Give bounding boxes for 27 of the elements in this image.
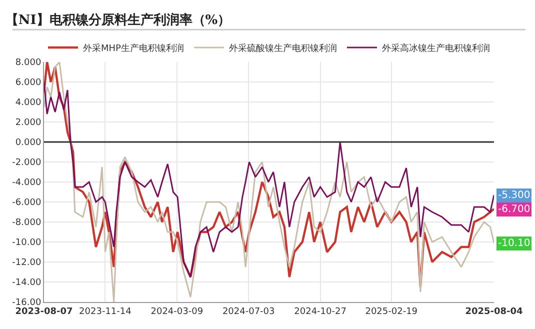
y-tick-label: 2.000	[15, 118, 42, 128]
legend-label: 外采高冰镍生产电积镍利润	[382, 43, 490, 54]
chart-title: 【NI】电积镍分原料生产利润率（%）	[5, 12, 231, 28]
y-tick-label: 6.000	[15, 78, 42, 88]
annotation: -6.700	[498, 204, 530, 215]
x-tick-label: 2024-07-03	[222, 306, 275, 317]
y-tick-label: 4.000	[15, 98, 42, 108]
y-tick-label: -10.00	[12, 238, 42, 248]
legend-label: 外采硫酸镍生产电积镍利润	[228, 43, 337, 54]
legend-label: 外采MHP生产电积镍利润	[83, 43, 184, 54]
annotation: -5.300	[498, 190, 530, 201]
y-tick-label: -2.000	[12, 158, 42, 168]
y-tick-label: -6.000	[12, 198, 42, 208]
y-tick-label: 8.000	[15, 58, 42, 68]
x-tick-label: 2025-08-04	[465, 306, 523, 317]
x-tick-label: 2024-10-27	[294, 306, 346, 317]
y-tick-label: -4.000	[12, 178, 42, 188]
y-tick-label: 0.000	[15, 138, 42, 148]
annotation: -10.10	[498, 238, 530, 249]
y-tick-label: -12.00	[12, 258, 42, 268]
y-tick-label: -8.000	[12, 218, 42, 228]
y-tick-label: -14.00	[12, 278, 42, 288]
x-tick-label: 2023-08-07	[15, 306, 73, 317]
x-tick-label: 2024-03-09	[150, 306, 204, 317]
y-tick-label: -16.00	[12, 298, 42, 308]
x-tick-label: 2023-11-14	[79, 306, 132, 317]
x-tick-label: 2025-02-19	[365, 306, 418, 317]
